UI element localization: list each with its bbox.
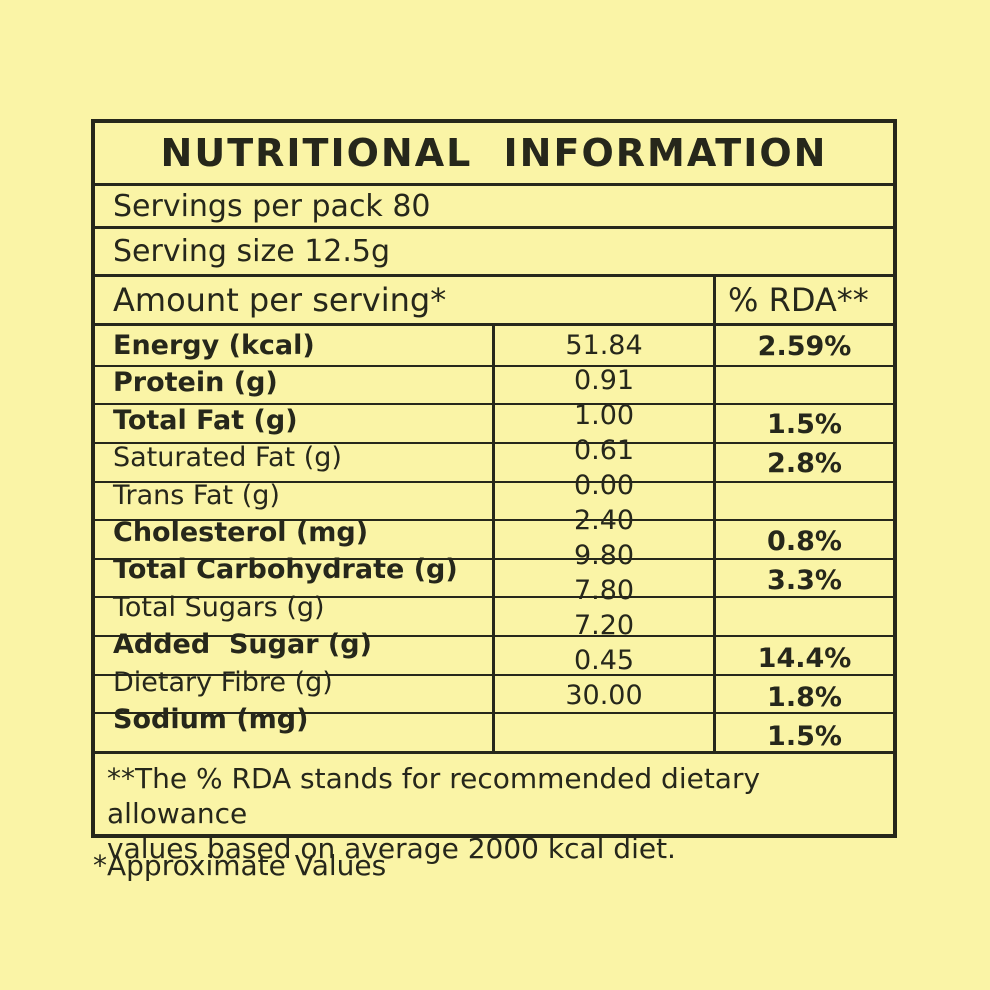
rda-sodium: 1.5% — [767, 721, 842, 751]
amount-total-carbohydrate: 9.80 — [573, 540, 635, 571]
nutrient-label-cholesterol: Cholesterol (mg) — [113, 517, 369, 548]
amount-saturated-fat: 0.61 — [573, 435, 635, 466]
nutrient-label-energy: Energy (kcal) — [113, 330, 315, 361]
amount-column-divider — [492, 326, 495, 751]
amount-total-fat: 1.00 — [573, 400, 635, 431]
amount-sodium: 30.00 — [565, 680, 643, 711]
rda-header: % RDA** — [713, 277, 893, 323]
table-title: NUTRITIONAL INFORMATION — [95, 123, 893, 186]
nutrient-label-protein: Protein (g) — [113, 367, 278, 398]
nutrient-label-added-sugar: Added Sugar (g) — [113, 629, 372, 660]
amount-per-serving-header: Amount per serving* — [113, 281, 447, 319]
amount-protein: 0.91 — [573, 365, 635, 396]
rda-footnote-line1: **The % RDA stands for recommended dieta… — [107, 762, 761, 830]
rda-column-divider — [713, 326, 716, 751]
amount-energy: 51.84 — [565, 330, 643, 361]
approximate-values-note: *Approximate Values — [93, 849, 387, 882]
rda-saturated-fat: 2.8% — [767, 448, 842, 479]
serving-size: Serving size 12.5g — [95, 229, 893, 277]
rda-footnote: **The % RDA stands for recommended dieta… — [95, 751, 893, 865]
rda-total-fat: 1.5% — [767, 409, 842, 440]
nutrient-label-total-sugars: Total Sugars (g) — [113, 592, 325, 623]
amount-dietary-fibre: 0.45 — [573, 645, 635, 676]
nutrient-grid: Energy (kcal) Protein (g) Total Fat (g) … — [95, 326, 893, 751]
nutrient-label-dietary-fibre: Dietary Fibre (g) — [113, 667, 333, 698]
rda-energy: 2.59% — [757, 331, 852, 362]
rda-footnote-line2: values based on average 2000 kcal diet. — [107, 832, 676, 865]
servings-per-pack: Servings per pack 80 — [95, 186, 893, 229]
amount-trans-fat: 0.00 — [573, 470, 635, 501]
nutrient-label-saturated-fat: Saturated Fat (g) — [113, 442, 342, 473]
amount-total-sugars: 7.80 — [573, 575, 635, 606]
amount-added-sugar: 7.20 — [573, 610, 635, 641]
rda-cholesterol: 0.8% — [767, 526, 842, 557]
amount-cholesterol: 2.40 — [573, 505, 635, 536]
column-header-row: Amount per serving* % RDA** — [95, 277, 893, 326]
nutrient-label-total-carbohydrate: Total Carbohydrate (g) — [113, 554, 458, 585]
nutrition-facts-table: NUTRITIONAL INFORMATION Servings per pac… — [91, 119, 897, 865]
rda-dietary-fibre: 1.8% — [767, 682, 842, 713]
nutrient-label-trans-fat: Trans Fat (g) — [113, 480, 280, 511]
nutrient-label-total-fat: Total Fat (g) — [113, 405, 298, 436]
rda-added-sugar: 14.4% — [757, 643, 852, 674]
nutrient-label-sodium: Sodium (mg) — [113, 704, 309, 735]
rda-total-carbohydrate: 3.3% — [767, 565, 842, 596]
